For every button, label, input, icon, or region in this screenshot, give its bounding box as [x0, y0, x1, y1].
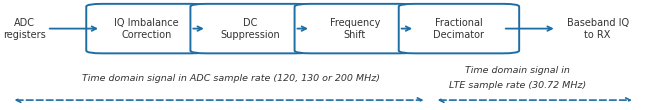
FancyBboxPatch shape — [190, 4, 311, 53]
FancyBboxPatch shape — [398, 4, 519, 53]
Text: Frequency
Shift: Frequency Shift — [329, 18, 380, 40]
FancyBboxPatch shape — [294, 4, 415, 53]
Text: Time domain signal in ADC sample rate (120, 130 or 200 MHz): Time domain signal in ADC sample rate (1… — [82, 74, 380, 83]
Text: LTE sample rate (30.72 MHz): LTE sample rate (30.72 MHz) — [449, 81, 586, 90]
Text: IQ Imbalance
Correction: IQ Imbalance Correction — [114, 18, 179, 40]
FancyBboxPatch shape — [86, 4, 207, 53]
Text: DC
Suppression: DC Suppression — [221, 18, 281, 40]
Text: Time domain signal in: Time domain signal in — [465, 66, 570, 75]
Text: Baseband IQ
to RX: Baseband IQ to RX — [566, 18, 629, 40]
Text: Fractional
Decimator: Fractional Decimator — [434, 18, 484, 40]
Text: ADC
registers: ADC registers — [3, 18, 46, 40]
